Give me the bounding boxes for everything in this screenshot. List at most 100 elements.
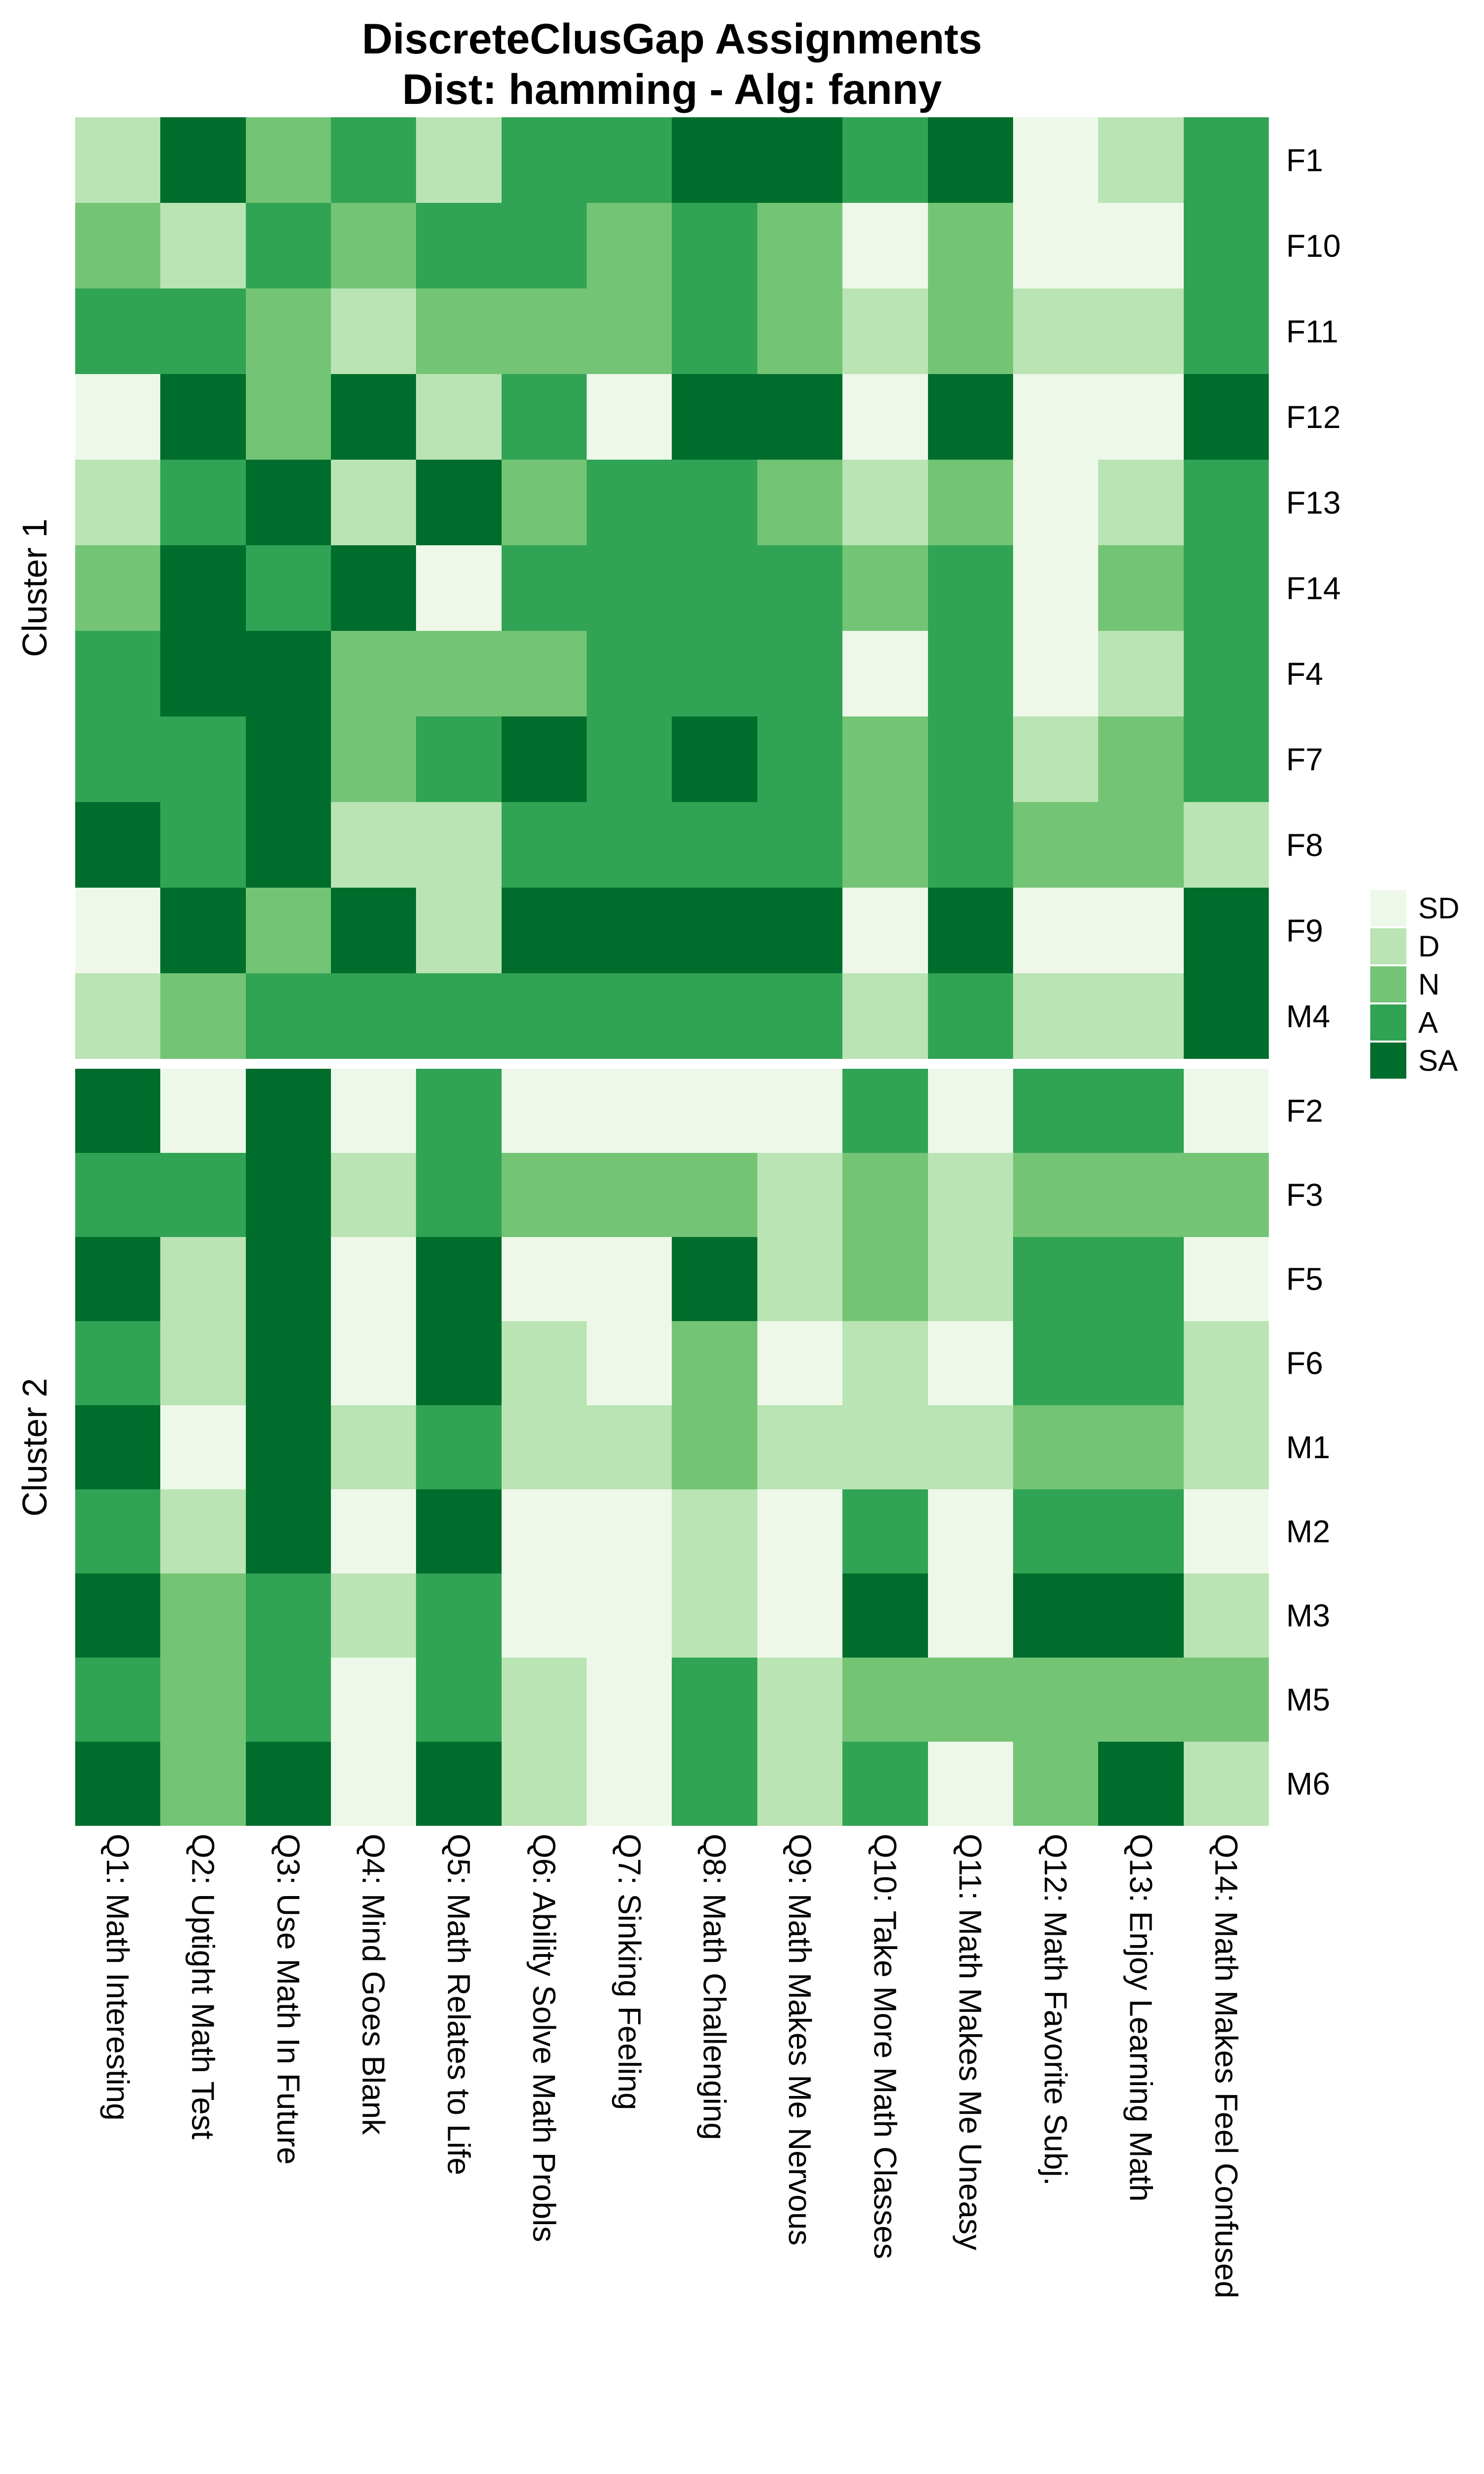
heatmap-cell-F8-c4 [331, 802, 417, 888]
legend-label-N: N [1418, 968, 1440, 1001]
heatmap-cell-F1-c13 [1098, 117, 1184, 203]
heatmap-cell-F1-c11 [928, 117, 1013, 203]
heatmap-cell-M2-c9 [757, 1489, 843, 1573]
col-label-q9: Q9: Math Makes Me Nervous [782, 1834, 818, 2246]
heatmap-cell-F14-c12 [1013, 545, 1099, 631]
heatmap-cell-F7-c6 [501, 716, 587, 802]
heatmap-cell-F7-c13 [1098, 716, 1184, 802]
heatmap-cell-F10-c14 [1183, 203, 1269, 288]
heatmap-cell-F12-c4 [331, 374, 417, 460]
heatmap-cell-F3-c9 [757, 1153, 843, 1237]
col-label-q1: Q1: Math Interesting [100, 1834, 136, 2121]
heatmap-cell-F4-c8 [672, 631, 757, 716]
heatmap-cell-F6-c2 [160, 1321, 246, 1405]
heatmap-cell-F1-c6 [501, 117, 587, 203]
heatmap-cell-F11-c5 [416, 288, 502, 374]
col-label-q4: Q4: Mind Goes Blank [356, 1834, 392, 2135]
legend-item-A: A [1370, 1004, 1438, 1041]
heatmap-cell-M2-c1 [75, 1489, 161, 1573]
heatmap-cell-M4-c7 [587, 973, 672, 1059]
heatmap-cell-M6-c2 [160, 1742, 246, 1826]
heatmap-cell-M6-c14 [1183, 1742, 1269, 1826]
heatmap-cell-M4-c10 [842, 973, 928, 1059]
heatmap-cell-F6-c3 [245, 1321, 331, 1405]
heatmap-cell-F9-c4 [331, 888, 417, 973]
heatmap-cell-M2-c6 [501, 1489, 587, 1573]
heatmap-cell-M3-c9 [757, 1573, 843, 1658]
heatmap-cell-F1-c10 [842, 117, 928, 203]
heatmap-cell-M1-c11 [928, 1405, 1013, 1489]
heatmap-cell-F9-c13 [1098, 888, 1184, 973]
heatmap-cell-F14-c2 [160, 545, 246, 631]
heatmap-cell-F6-c11 [928, 1321, 1013, 1405]
heatmap-cell-F10-c6 [501, 203, 587, 288]
heatmap-cell-M3-c5 [416, 1573, 502, 1658]
legend-label-A: A [1418, 1006, 1438, 1039]
heatmap-cell-F14-c9 [757, 545, 843, 631]
col-label-q5: Q5: Math Relates to Life [441, 1834, 477, 2176]
heatmap-cell-F5-c8 [672, 1237, 757, 1321]
heatmap-cell-M3-c4 [331, 1573, 417, 1658]
heatmap-cell-M3-c3 [245, 1573, 331, 1658]
heatmap-cell-F1-c14 [1183, 117, 1269, 203]
row-label-F4: F4 [1286, 656, 1323, 692]
heatmap-cell-F9-c8 [672, 888, 757, 973]
heatmap-cell-F1-c8 [672, 117, 757, 203]
heatmap-cell-F2-c5 [416, 1069, 502, 1153]
heatmap-cell-F13-c1 [75, 460, 161, 545]
row-label-F7: F7 [1286, 741, 1323, 777]
heatmap-cell-F8-c13 [1098, 802, 1184, 888]
heatmap-cell-F5-c2 [160, 1237, 246, 1321]
heatmap-cell-F13-c3 [245, 460, 331, 545]
row-label-F8: F8 [1286, 827, 1323, 863]
heatmap-cell-F2-c4 [331, 1069, 417, 1153]
heatmap-cell-F1-c1 [75, 117, 161, 203]
heatmap-cell-F14-c10 [842, 545, 928, 631]
heatmap-cell-M5-c10 [842, 1658, 928, 1742]
heatmap-cell-F11-c2 [160, 288, 246, 374]
heatmap-cell-M3-c6 [501, 1573, 587, 1658]
heatmap-cell-F14-c6 [501, 545, 587, 631]
col-label-q6: Q6: Ability Solve Math Probls [526, 1834, 562, 2242]
heatmap-cell-F3-c11 [928, 1153, 1013, 1237]
heatmap-cell-M6-c9 [757, 1742, 843, 1826]
heatmap-cell-F12-c5 [416, 374, 502, 460]
heatmap-cell-F14-c1 [75, 545, 161, 631]
heatmap-cell-M1-c7 [587, 1405, 672, 1489]
heatmap-cell-F5-c13 [1098, 1237, 1184, 1321]
heatmap-cell-F2-c12 [1013, 1069, 1099, 1153]
heatmap-cell-F10-c10 [842, 203, 928, 288]
heatmap-cell-M1-c1 [75, 1405, 161, 1489]
heatmap-cell-F10-c9 [757, 203, 843, 288]
heatmap-cell-F7-c5 [416, 716, 502, 802]
heatmap-cell-F8-c2 [160, 802, 246, 888]
heatmap-cell-M2-c8 [672, 1489, 757, 1573]
heatmap-cell-F12-c14 [1183, 374, 1269, 460]
heatmap-cell-F14-c3 [245, 545, 331, 631]
heatmap-cell-F4-c5 [416, 631, 502, 716]
heatmap-cell-F11-c13 [1098, 288, 1184, 374]
heatmap-cell-M6-c10 [842, 1742, 928, 1826]
row-label-F1: F1 [1286, 142, 1323, 178]
heatmap-cell-F13-c5 [416, 460, 502, 545]
heatmap-cell-M6-c4 [331, 1742, 417, 1826]
heatmap-cell-F4-c7 [587, 631, 672, 716]
heatmap-cell-F2-c1 [75, 1069, 161, 1153]
heatmap-cell-F12-c8 [672, 374, 757, 460]
heatmap-cell-M2-c11 [928, 1489, 1013, 1573]
heatmap-cell-F12-c13 [1098, 374, 1184, 460]
legend-label-D: D [1418, 930, 1440, 963]
heatmap-cell-M5-c13 [1098, 1658, 1184, 1742]
heatmap-cell-M5-c3 [245, 1658, 331, 1742]
heatmap-cell-F6-c8 [672, 1321, 757, 1405]
legend-item-SD: SD [1370, 890, 1459, 926]
heatmap-cell-F4-c9 [757, 631, 843, 716]
heatmap-cell-F4-c1 [75, 631, 161, 716]
heatmap-cell-F2-c9 [757, 1069, 843, 1153]
row-label-F3: F3 [1286, 1177, 1323, 1213]
heatmap-cell-F11-c12 [1013, 288, 1099, 374]
heatmap-cell-M6-c6 [501, 1742, 587, 1826]
heatmap-cell-M4-c11 [928, 973, 1013, 1059]
legend-item-D: D [1370, 928, 1439, 964]
